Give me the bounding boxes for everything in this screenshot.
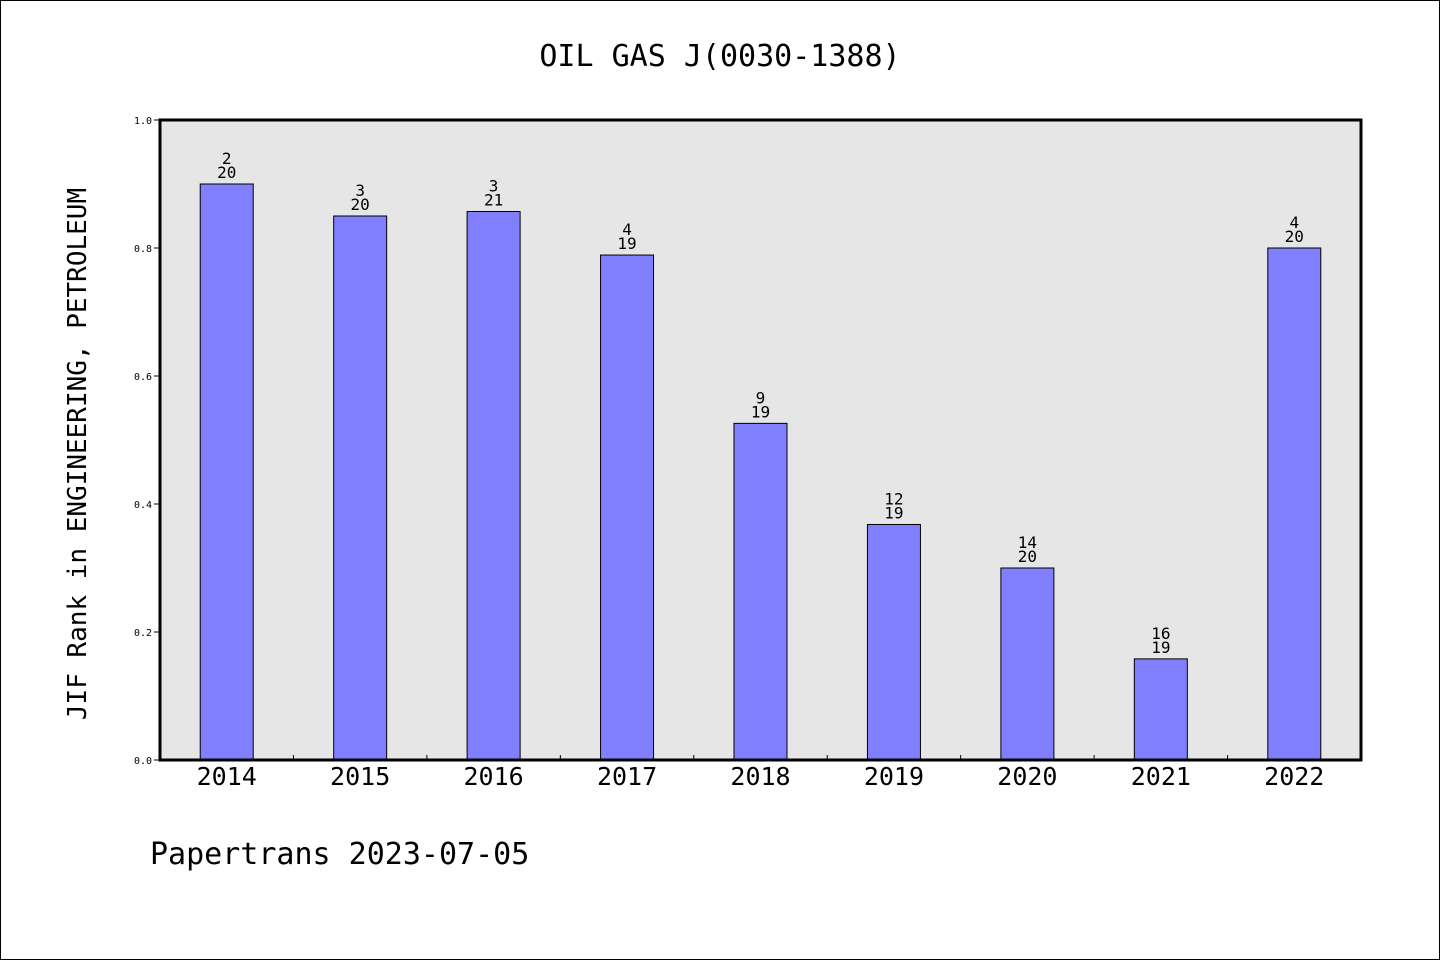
- y-axis-ticks: 0.0 0.2 0.4 0.6 0.8 1.0: [134, 116, 160, 767]
- bar-2015: [333, 215, 388, 761]
- bar-2017: [600, 254, 655, 761]
- bar-2018: [733, 422, 788, 761]
- y-tick-label: 0.8: [134, 244, 152, 255]
- bar-total-label: 19: [884, 503, 903, 522]
- bar-rank-label: 4: [1289, 213, 1299, 232]
- y-tick-label: 0.6: [134, 372, 152, 383]
- x-tick-label: 2016: [464, 762, 524, 791]
- bar-total-label: 20: [1018, 547, 1037, 566]
- x-tick-label: 2019: [864, 762, 924, 791]
- bar-2019: [866, 523, 921, 761]
- bar-rank-label: 4: [622, 220, 632, 239]
- footer-credit: Papertrans 2023-07-05: [150, 837, 529, 872]
- x-tick-label: 2015: [330, 762, 390, 791]
- x-tick-label: 2021: [1131, 762, 1191, 791]
- y-tick-label: 1.0: [134, 116, 152, 127]
- y-axis-label: JIF Rank in ENGINEERING, PETROLEUM: [63, 188, 93, 720]
- x-tick-label: 2018: [730, 762, 790, 791]
- bar-total-label: 19: [617, 234, 636, 253]
- x-tick-label: 2014: [197, 762, 257, 791]
- bar-rank-label: 3: [489, 177, 499, 196]
- y-tick-label: 0.0: [134, 756, 152, 767]
- bar-rank-label: 2: [222, 149, 232, 168]
- x-tick-label: 2022: [1264, 762, 1324, 791]
- x-tick-label: 2017: [597, 762, 657, 791]
- bar-rank-label: 12: [884, 489, 903, 508]
- bar-total-label: 19: [1151, 638, 1170, 657]
- plot-border: [158, 118, 1363, 762]
- bar-total-label: 21: [484, 191, 503, 210]
- bar-total-label: 20: [217, 163, 236, 182]
- bar-rank-label: 16: [1151, 624, 1170, 643]
- y-tick-label: 0.4: [134, 500, 152, 511]
- bar-rank-label: 14: [1018, 533, 1037, 552]
- x-tick-label: 2020: [997, 762, 1057, 791]
- x-axis-ticks: 2014 2015 2016 2017 2018 2019 2020 2021 2022: [197, 755, 1324, 791]
- bar-rank-label: 9: [756, 388, 766, 407]
- chart-title: OIL GAS J(0030-1388): [539, 39, 900, 74]
- y-tick-label: 0.2: [134, 628, 152, 639]
- bar-total-label: 20: [1285, 227, 1304, 246]
- bar-rank-label: 3: [355, 181, 365, 200]
- bar-total-label: 20: [351, 195, 370, 214]
- bar-2016: [466, 211, 521, 761]
- bars: [199, 183, 1322, 761]
- bar-total-label: 19: [751, 402, 770, 421]
- bar-2022: [1267, 247, 1322, 761]
- bar-2014: [199, 183, 254, 761]
- bar-2020: [1000, 567, 1055, 761]
- bar-2021: [1133, 658, 1188, 761]
